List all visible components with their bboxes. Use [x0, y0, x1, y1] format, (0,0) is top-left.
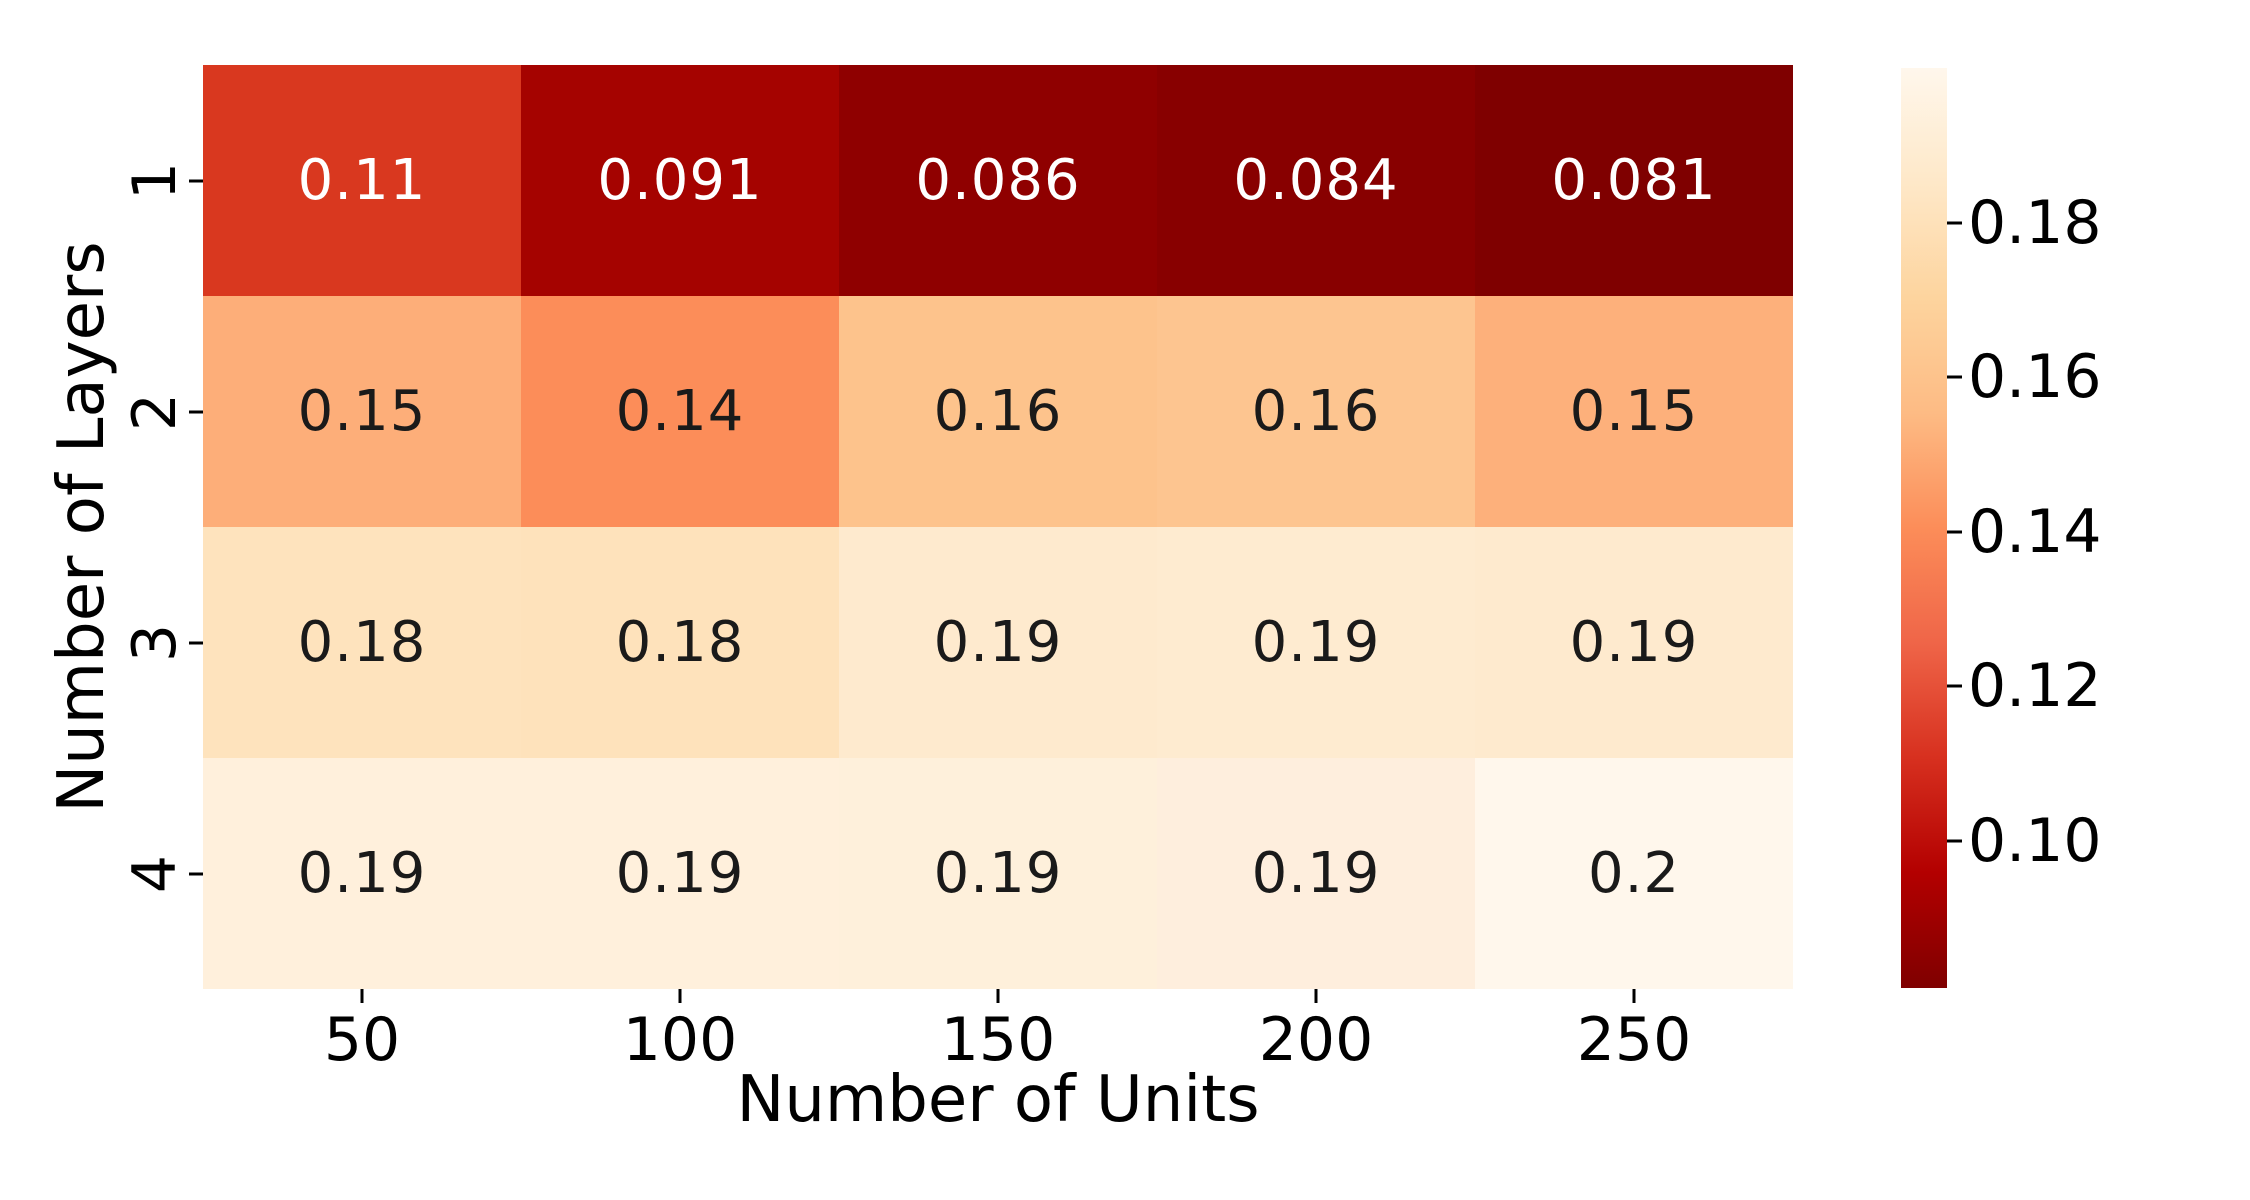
cell-value-label: 0.086 — [915, 147, 1081, 213]
heatmap-cell: 0.16 — [1157, 296, 1475, 527]
heatmap-cell: 0.19 — [839, 527, 1157, 758]
heatmap-cell: 0.19 — [1157, 758, 1475, 989]
cell-value-label: 0.084 — [1233, 147, 1399, 213]
cell-value-label: 0.18 — [297, 609, 427, 675]
colorbar-tick-mark — [1947, 375, 1962, 379]
heatmap-cell: 0.11 — [203, 65, 521, 296]
y-tick-mark — [189, 179, 203, 182]
cell-value-label: 0.19 — [1251, 840, 1381, 906]
y-axis-title: Number of Layers — [45, 241, 119, 813]
y-tick-label: 3 — [120, 623, 190, 662]
heatmap-cell: 0.19 — [1157, 527, 1475, 758]
x-tick-mark — [1314, 989, 1318, 1003]
cell-value-label: 0.19 — [933, 609, 1063, 675]
x-axis-title: Number of Units — [736, 1063, 1260, 1137]
heatmap-cell: 0.18 — [521, 527, 839, 758]
colorbar-tick-label: 0.10 — [1968, 805, 2102, 876]
x-tick-mark — [360, 989, 364, 1003]
colorbar-tick-label: 0.12 — [1968, 651, 2102, 722]
colorbar — [1901, 68, 1947, 988]
x-tick-mark — [1632, 989, 1636, 1003]
heatmap-cell: 0.091 — [521, 65, 839, 296]
cell-value-label: 0.19 — [1569, 609, 1699, 675]
y-tick-mark — [189, 410, 203, 413]
cell-value-label: 0.091 — [597, 147, 763, 213]
cell-value-label: 0.16 — [933, 378, 1063, 444]
colorbar-tick-mark — [1947, 530, 1962, 534]
y-tick-label: 1 — [120, 161, 190, 200]
y-tick-mark — [189, 641, 203, 644]
cell-value-label: 0.19 — [933, 840, 1063, 906]
cell-value-label: 0.14 — [615, 378, 745, 444]
x-tick-label: 150 — [940, 1005, 1056, 1075]
colorbar-tick-mark — [1947, 839, 1962, 843]
colorbar-tick-label: 0.14 — [1968, 496, 2102, 567]
heatmap-cell: 0.15 — [203, 296, 521, 527]
cell-value-label: 0.18 — [615, 609, 745, 675]
heatmap-cell: 0.081 — [1475, 65, 1793, 296]
heatmap-cell: 0.084 — [1157, 65, 1475, 296]
x-tick-mark — [678, 989, 682, 1003]
colorbar-tick-mark — [1947, 221, 1962, 225]
heatmap-grid: 0.11 0.091 0.086 0.084 0.081 0.15 0.14 0.16 0.16… — [203, 65, 1793, 989]
y-tick-label: 4 — [120, 854, 190, 893]
cell-value-label: 0.19 — [615, 840, 745, 906]
x-tick-label: 50 — [323, 1005, 401, 1075]
x-tick-mark — [996, 989, 1000, 1003]
cell-value-label: 0.2 — [1587, 840, 1681, 906]
heatmap-cell: 0.19 — [1475, 527, 1793, 758]
y-tick-mark — [189, 872, 203, 875]
cell-value-label: 0.081 — [1551, 147, 1717, 213]
colorbar-tick-label: 0.16 — [1968, 342, 2102, 413]
cell-value-label: 0.19 — [297, 840, 427, 906]
heatmap-cell: 0.086 — [839, 65, 1157, 296]
cell-value-label: 0.19 — [1251, 609, 1381, 675]
heatmap-cell: 0.14 — [521, 296, 839, 527]
colorbar-tick-mark — [1947, 684, 1962, 688]
heatmap-cell: 0.19 — [521, 758, 839, 989]
y-tick-label: 2 — [120, 392, 190, 431]
cell-value-label: 0.15 — [1569, 378, 1699, 444]
heatmap-cell: 0.19 — [203, 758, 521, 989]
heatmap-cell: 0.18 — [203, 527, 521, 758]
cell-value-label: 0.11 — [297, 147, 427, 213]
x-tick-label: 250 — [1576, 1005, 1692, 1075]
cell-value-label: 0.15 — [297, 378, 427, 444]
heatmap-cell: 0.15 — [1475, 296, 1793, 527]
colorbar-tick-label: 0.18 — [1968, 187, 2102, 258]
heatmap-cell: 0.16 — [839, 296, 1157, 527]
heatmap-cell: 0.2 — [1475, 758, 1793, 989]
x-tick-label: 100 — [622, 1005, 738, 1075]
cell-value-label: 0.16 — [1251, 378, 1381, 444]
heatmap-cell: 0.19 — [839, 758, 1157, 989]
x-tick-label: 200 — [1258, 1005, 1374, 1075]
